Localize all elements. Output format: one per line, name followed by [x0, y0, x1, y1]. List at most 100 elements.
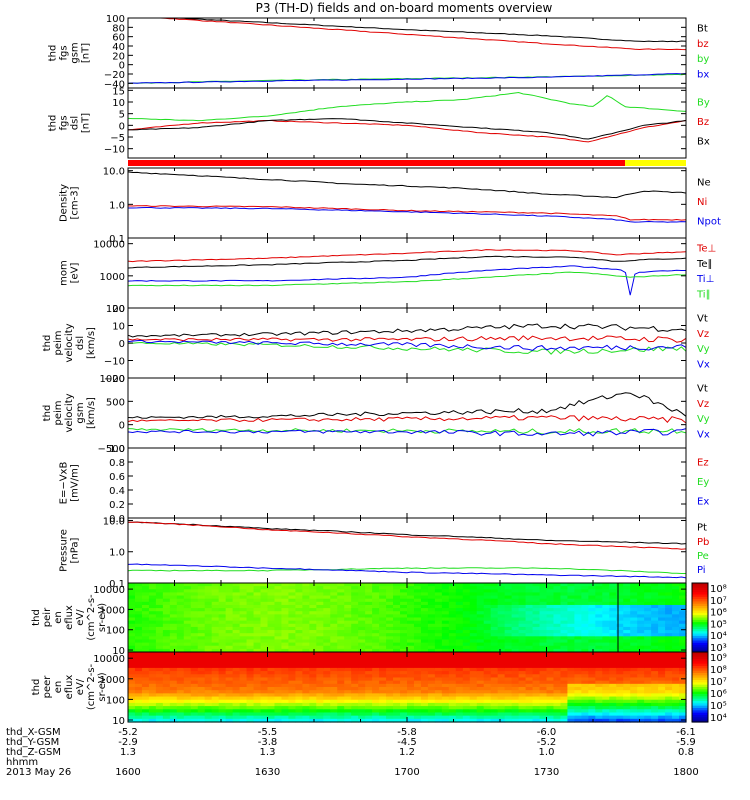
spectrogram-cell [204, 611, 213, 615]
spectrogram-cell [183, 718, 192, 723]
spectrogram-cell [190, 664, 199, 669]
spectrogram-cell [497, 718, 506, 723]
spectrogram-cell [511, 589, 520, 594]
spectrogram-cell [407, 687, 415, 691]
spectrogram-cell [546, 595, 555, 600]
spectrogram-cell [253, 706, 262, 710]
ylabel-line: eV/ [75, 609, 86, 626]
spectrogram-cell [253, 667, 262, 672]
spectrogram-cell [225, 661, 234, 666]
spectrogram-cell [134, 623, 143, 628]
spectrogram-cell [344, 598, 352, 603]
spectrogram-cell [365, 712, 373, 717]
spectrogram-cell [134, 712, 143, 717]
spectrogram-cell [595, 699, 603, 704]
spectrogram-cell [372, 706, 380, 710]
spectrogram-cell [393, 623, 401, 628]
spectrogram-cell [637, 589, 645, 594]
spectrogram-cell [504, 586, 513, 590]
spectrogram-cell [553, 683, 562, 688]
spectrogram-cell [323, 608, 331, 612]
spectrogram-cell [176, 706, 185, 710]
spectrogram-cell [128, 671, 136, 675]
spectrogram-cell [546, 633, 555, 637]
spectrogram-cell [400, 680, 408, 685]
spectrogram-cell [190, 661, 199, 666]
spectrogram-cell [665, 630, 673, 634]
spectrogram-cell [616, 690, 624, 694]
spectrogram-cell [609, 645, 617, 650]
spectrogram-cell [658, 712, 666, 717]
spectrogram-cell [672, 674, 680, 679]
spectrogram-cell [504, 614, 513, 619]
spectrogram-cell [148, 690, 157, 694]
spectrogram-cell [358, 583, 366, 587]
spectrogram-cell [462, 677, 471, 682]
spectrogram-cell [574, 706, 582, 710]
spectrogram-cell [204, 595, 213, 600]
colorbar-tick-label: 10⁶ [710, 608, 727, 619]
spectrogram-cell [644, 702, 652, 707]
ytick-label: 10 [112, 716, 125, 727]
spectrogram-cell [434, 674, 443, 679]
spectrogram-cell [267, 715, 276, 720]
spectrogram-cell [427, 604, 436, 609]
spectrogram-cell [413, 642, 422, 647]
spectrogram-cell [316, 655, 324, 659]
spectrogram-cell [169, 667, 178, 672]
spectrogram-cell [128, 598, 136, 603]
spectrogram-cell [309, 620, 317, 625]
spectrogram-cell [316, 589, 324, 594]
spectrogram-cell [148, 642, 157, 647]
spectrogram-cell [574, 664, 582, 669]
ylabel-line: eflux [64, 675, 75, 700]
spectrogram-cell [427, 601, 436, 606]
spectrogram-cell [260, 633, 269, 637]
spectrogram-cell [288, 674, 296, 679]
spectrogram-cell [309, 630, 317, 634]
spectrogram-cell [553, 645, 562, 650]
spectrogram-cell [441, 586, 450, 590]
spectrogram-cell [232, 626, 241, 631]
spectrogram-cell [455, 583, 464, 587]
spectrogram-cell [183, 604, 192, 609]
spectrogram-cell [330, 592, 338, 597]
spectrogram-cell [281, 715, 290, 720]
spectrogram-cell [553, 608, 562, 612]
spectrogram-cell [630, 683, 638, 688]
spectrogram-cell [225, 604, 234, 609]
spectrogram-cell [176, 639, 185, 644]
spectrogram-cell [546, 630, 555, 634]
spectrogram-cell [267, 699, 276, 704]
spectrogram-cell [420, 674, 429, 679]
spectrogram-cell [239, 652, 248, 656]
spectrogram-cell [420, 617, 429, 622]
spectrogram-cell [525, 617, 534, 622]
spectrogram-cell [274, 636, 283, 641]
spectrogram-cell [253, 642, 262, 647]
spectrogram-cell [253, 715, 262, 720]
spectrogram-cell [539, 699, 548, 704]
spectrogram-cell [218, 702, 227, 707]
spectrogram-cell [413, 680, 422, 685]
spectrogram-cell [288, 639, 296, 644]
spectrogram-cell [455, 709, 464, 714]
spectrogram-cell [455, 642, 464, 647]
spectrogram-cell [274, 648, 283, 653]
spectrogram-cell [455, 715, 464, 720]
spectrogram-cell [176, 611, 185, 615]
spectrogram-cell [525, 648, 534, 653]
spectrogram-cell [407, 620, 415, 625]
spectrogram-cell [155, 680, 164, 685]
spectrogram-cell [413, 706, 422, 710]
spectrogram-cell [483, 592, 492, 597]
spectrogram-cell [295, 633, 303, 637]
spectrogram-cell [511, 674, 520, 679]
spectrogram-cell [616, 620, 624, 625]
spectrogram-cell [316, 645, 324, 650]
spectrogram-cell [253, 620, 262, 625]
spectrogram-cell [281, 709, 290, 714]
spectrogram-cell [434, 706, 443, 710]
spectrogram-cell [260, 608, 269, 612]
